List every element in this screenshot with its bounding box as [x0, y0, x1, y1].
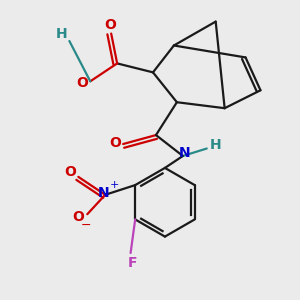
Text: O: O [76, 76, 88, 90]
Text: O: O [64, 165, 76, 179]
Text: H: H [209, 138, 221, 152]
Text: F: F [127, 256, 137, 270]
Text: −: − [80, 219, 91, 232]
Text: O: O [109, 136, 121, 149]
Text: N: N [178, 146, 190, 160]
Text: N: N [98, 186, 109, 200]
Text: O: O [104, 18, 116, 32]
Text: H: H [56, 27, 68, 41]
Text: O: O [72, 210, 84, 224]
Text: +: + [110, 180, 119, 190]
